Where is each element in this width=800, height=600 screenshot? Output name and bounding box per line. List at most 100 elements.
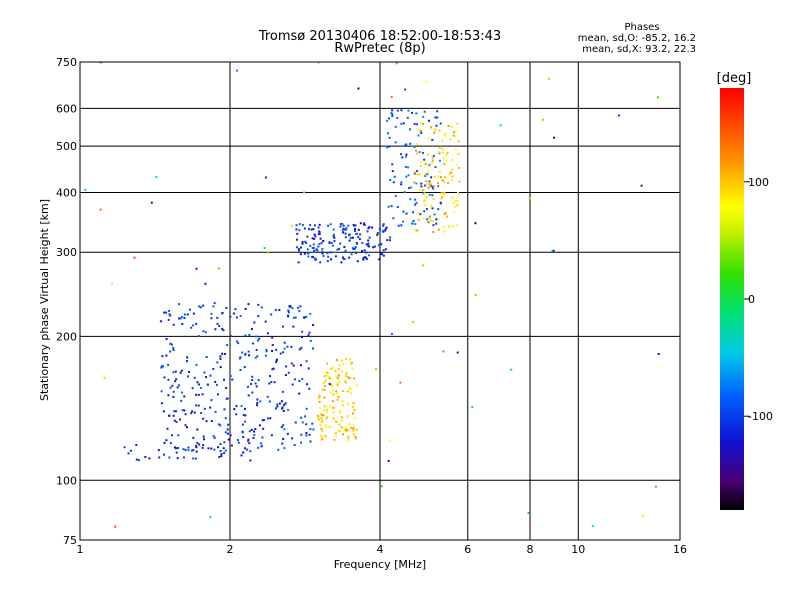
- x-tick-label: 4: [377, 543, 384, 556]
- echo-point: [186, 313, 189, 316]
- echo-point: [499, 124, 502, 127]
- echo-point: [342, 433, 345, 436]
- echo-point: [317, 418, 320, 421]
- echo-point: [329, 223, 332, 226]
- echo-point: [223, 451, 226, 454]
- echo-point: [553, 136, 556, 139]
- echo-point: [324, 424, 327, 427]
- echo-point: [204, 331, 207, 334]
- echo-point: [437, 184, 440, 187]
- echo-point: [175, 451, 178, 454]
- echo-point: [400, 224, 403, 227]
- echo-point: [317, 233, 320, 236]
- echo-point: [325, 426, 328, 429]
- echo-point: [431, 161, 434, 164]
- echo-point: [444, 176, 447, 179]
- echo-point: [415, 182, 418, 185]
- echo-point: [449, 171, 452, 174]
- echo-point: [209, 516, 212, 519]
- echo-point: [309, 312, 312, 315]
- echo-point: [272, 367, 275, 370]
- echo-point: [420, 182, 423, 185]
- echo-point: [241, 423, 244, 426]
- echo-point: [135, 458, 138, 461]
- echo-point: [435, 124, 438, 127]
- echo-point: [283, 447, 286, 450]
- echo-point: [307, 252, 310, 255]
- echo-point: [270, 381, 273, 384]
- echo-point: [305, 383, 308, 386]
- echo-point: [359, 233, 362, 236]
- echo-point: [368, 245, 371, 248]
- echo-point: [431, 194, 434, 197]
- echo-point: [244, 447, 247, 450]
- echo-point: [386, 120, 389, 123]
- echo-point: [338, 364, 341, 367]
- echo-point: [168, 456, 171, 459]
- echo-point: [617, 114, 620, 117]
- echo-point: [428, 216, 431, 219]
- echo-point: [206, 383, 209, 386]
- echo-point: [256, 401, 259, 404]
- echo-point: [309, 428, 312, 431]
- echo-point: [174, 447, 177, 450]
- echo-point: [247, 394, 250, 397]
- echo-point: [220, 453, 223, 456]
- echo-point: [230, 444, 233, 447]
- echo-point: [283, 428, 286, 431]
- echo-point: [179, 371, 182, 374]
- echo-point: [341, 370, 344, 373]
- echo-point: [419, 189, 422, 192]
- echo-point: [336, 382, 339, 385]
- echo-point: [326, 408, 329, 411]
- echo-point: [423, 210, 426, 213]
- echo-point: [225, 397, 228, 400]
- echo-point: [657, 352, 660, 355]
- echo-point: [266, 332, 269, 335]
- echo-point: [255, 385, 258, 388]
- echo-point: [337, 396, 340, 399]
- echo-point: [452, 134, 455, 137]
- echo-point: [333, 236, 336, 239]
- echo-point: [332, 233, 335, 236]
- echo-point: [195, 450, 198, 453]
- echo-point: [212, 305, 215, 308]
- echo-point: [382, 254, 385, 257]
- echo-point: [311, 422, 314, 425]
- echo-point: [196, 442, 199, 445]
- echo-point: [390, 112, 393, 115]
- echo-point: [337, 374, 340, 377]
- echo-point: [318, 396, 321, 399]
- echo-point: [202, 304, 205, 307]
- echo-point: [210, 317, 213, 320]
- echo-point: [229, 434, 232, 437]
- echo-point: [221, 327, 224, 330]
- echo-point: [456, 191, 459, 194]
- echo-point: [413, 122, 416, 125]
- echo-point: [402, 210, 405, 213]
- echo-point: [163, 453, 166, 456]
- echo-point: [172, 348, 175, 351]
- echo-point: [336, 398, 339, 401]
- echo-point: [374, 368, 377, 371]
- echo-point: [205, 376, 208, 379]
- echo-point: [426, 173, 429, 176]
- colorbar: [720, 88, 744, 510]
- echo-point: [270, 434, 273, 437]
- echo-point: [336, 383, 339, 386]
- echo-point: [165, 354, 168, 357]
- echo-point: [183, 409, 186, 412]
- echo-point: [434, 129, 437, 132]
- echo-point: [437, 208, 440, 211]
- echo-point: [328, 426, 331, 429]
- echo-point: [247, 439, 250, 442]
- echo-point: [456, 351, 459, 354]
- echo-point: [111, 282, 114, 285]
- echo-point: [322, 414, 325, 417]
- echo-point: [355, 383, 358, 386]
- echo-point: [258, 424, 261, 427]
- echo-point: [283, 403, 286, 406]
- echo-point: [337, 429, 340, 432]
- echo-point: [255, 348, 258, 351]
